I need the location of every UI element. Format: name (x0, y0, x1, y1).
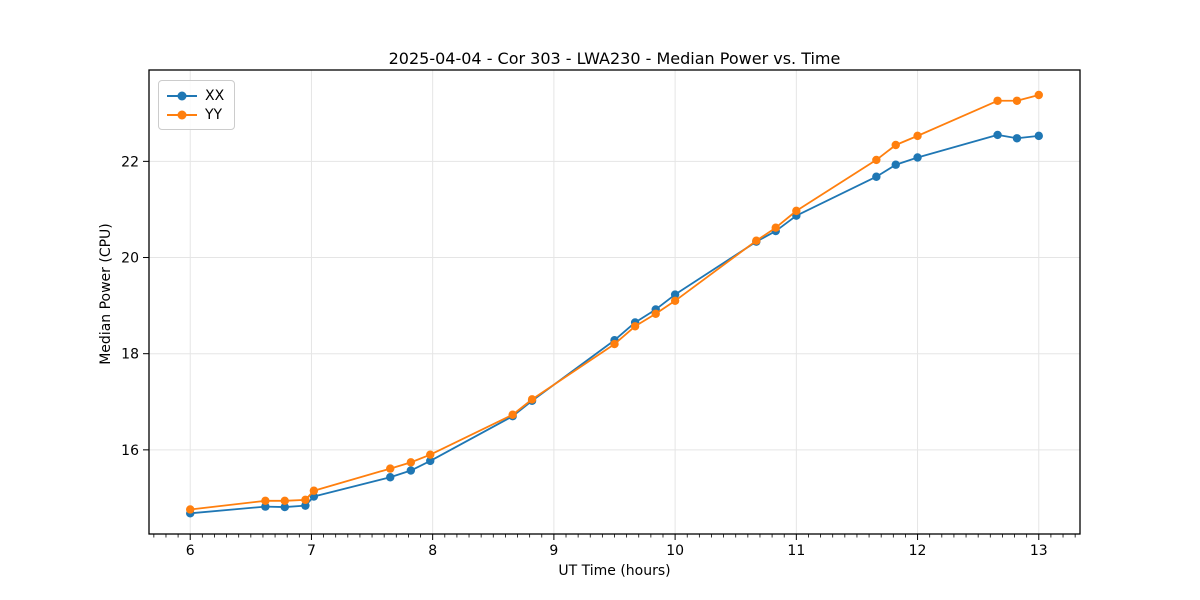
data-point-xx (891, 160, 900, 169)
x-axis-label: UT Time (hours) (558, 563, 671, 579)
data-point-yy (1012, 96, 1022, 105)
data-point-xx (913, 153, 922, 162)
x-tick-label: 7 (307, 543, 316, 559)
data-point-yy (913, 131, 922, 141)
y-tick-label: 20 (121, 251, 139, 267)
data-point-yy (309, 486, 319, 495)
x-tick-label: 8 (428, 543, 437, 559)
data-point-xx (872, 172, 881, 181)
x-tick-label: 10 (666, 543, 684, 559)
series-line-yy (190, 94, 1040, 511)
y-tick-label: 16 (121, 443, 139, 459)
data-point-yy (386, 464, 395, 473)
data-point-xx (426, 456, 435, 466)
data-point-yy (610, 339, 619, 349)
data-point-yy (426, 450, 435, 459)
y-tick-label: 18 (121, 347, 139, 363)
data-point-yy (527, 395, 537, 404)
data-point-xx (261, 502, 270, 511)
legend-label-xx: XX (205, 87, 225, 104)
x-tick-label: 6 (186, 543, 195, 559)
data-point-yy (670, 296, 680, 305)
data-point-xx (1012, 134, 1022, 143)
x-tick-label: 9 (549, 543, 558, 559)
legend-item-yy: YY (167, 105, 224, 124)
data-point-yy (872, 155, 881, 165)
data-point-yy (993, 96, 1002, 105)
data-point-xx (670, 290, 680, 299)
y-tick-label: 22 (121, 154, 139, 170)
data-point-xx (301, 501, 310, 510)
plot-frame (148, 69, 1081, 535)
data-point-yy (630, 322, 640, 331)
data-point-yy (651, 309, 660, 318)
data-point-xx (309, 492, 319, 501)
data-point-yy (301, 495, 310, 505)
series-line-xx (190, 134, 1039, 515)
data-point-yy (1034, 90, 1043, 100)
data-point-xx (280, 502, 289, 512)
data-point-yy (261, 496, 270, 506)
data-point-xx (406, 466, 416, 475)
data-point-yy (792, 206, 801, 216)
legend-label-yy: YY (205, 106, 223, 123)
y-axis-label: Median Power (CPU) (98, 223, 114, 365)
x-tick-label: 12 (909, 543, 927, 559)
data-point-yy (186, 505, 195, 514)
legend-marker-xx-icon (167, 91, 197, 101)
legend: XX YY (158, 80, 236, 130)
legend-item-xx: XX (167, 86, 224, 105)
chart-title: 2025-04-04 - Cor 303 - LWA230 - Median P… (388, 49, 841, 68)
x-tick-label: 11 (787, 543, 805, 559)
data-point-xx (386, 473, 395, 482)
legend-marker-yy-icon (167, 110, 197, 120)
data-point-xx (993, 130, 1002, 140)
data-point-yy (771, 223, 780, 232)
data-point-yy (752, 236, 761, 245)
data-point-yy (891, 140, 900, 150)
data-point-yy (280, 496, 289, 506)
data-point-yy (406, 458, 416, 467)
x-tick-label: 13 (1030, 543, 1048, 559)
data-point-yy (508, 410, 517, 419)
data-point-xx (1034, 131, 1043, 141)
